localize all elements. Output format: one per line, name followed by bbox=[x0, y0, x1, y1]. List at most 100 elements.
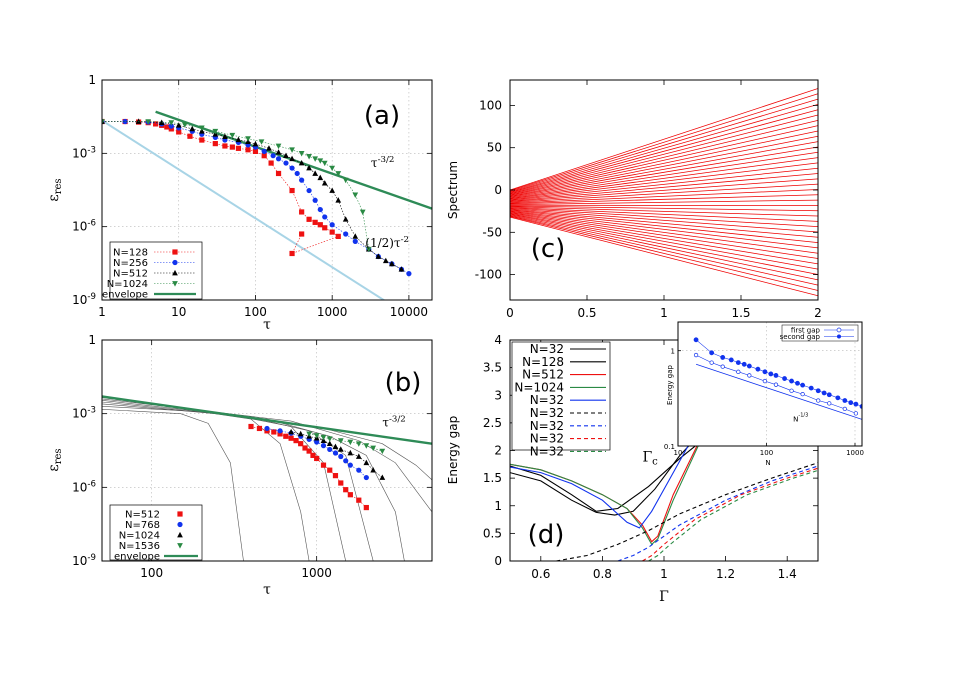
point-0-6 bbox=[773, 382, 779, 387]
point-0-2 bbox=[720, 364, 725, 369]
legend-label-3: N=1536 bbox=[119, 541, 160, 552]
ytick-label-2: 1 bbox=[494, 499, 502, 513]
spectrum-level-20 bbox=[510, 189, 818, 204]
panel-c: 0 0.5 1 1.5 2 100 50 0 -50 -100 (c) Spectrum bbox=[446, 79, 822, 320]
point-1-9 bbox=[338, 453, 344, 460]
ytick-label-1: 10-3 bbox=[72, 406, 96, 421]
point-0-27 bbox=[335, 233, 341, 239]
annotation-1: (1/2)τ-2 bbox=[365, 235, 409, 250]
point-2-20 bbox=[329, 187, 336, 193]
panel-a-plot bbox=[102, 110, 432, 300]
panel-c-plot bbox=[510, 88, 818, 297]
inset-plot bbox=[693, 337, 862, 420]
spectrum-level-29 bbox=[510, 141, 818, 198]
point-1-16 bbox=[815, 388, 821, 394]
spectrum-level-25 bbox=[510, 162, 818, 201]
legend-marker-1 bbox=[172, 259, 178, 266]
point-3-2 bbox=[320, 434, 327, 441]
spectrum-level-10 bbox=[510, 209, 818, 243]
panel-c-ylabel: Spectrum bbox=[446, 161, 460, 219]
panel-b-annotations: τ-3/2 bbox=[382, 415, 405, 430]
spectrum-level-32 bbox=[510, 125, 818, 196]
point-1-14 bbox=[800, 382, 806, 388]
point-0-29 bbox=[299, 231, 305, 237]
point-0-19 bbox=[275, 170, 282, 177]
spectrum-level-21 bbox=[510, 183, 818, 203]
point-0-0 bbox=[693, 352, 699, 358]
point-3-20 bbox=[359, 209, 366, 216]
legend-marker-1 bbox=[177, 521, 183, 528]
point-1-4 bbox=[168, 123, 174, 129]
panel-b: 100 1000 1 10-3 10-6 10-9 (b) τ εres τ-3/2 N=… bbox=[46, 333, 433, 598]
point-0-5 bbox=[762, 378, 768, 384]
point-3-10 bbox=[289, 147, 295, 153]
point-3-7 bbox=[363, 443, 370, 449]
point-2-17 bbox=[312, 170, 319, 176]
inset-frame bbox=[677, 321, 863, 447]
xtick-label-0: 100 bbox=[140, 566, 163, 580]
spectrum-level-22 bbox=[510, 178, 818, 203]
point-0-9 bbox=[302, 445, 308, 451]
point-2-1 bbox=[297, 430, 304, 437]
point-1-26 bbox=[352, 238, 358, 244]
point-3-2 bbox=[168, 120, 175, 126]
point-2-11 bbox=[266, 145, 272, 151]
xtick-label-2: 100 bbox=[244, 305, 267, 319]
ytick-label-1: 50 bbox=[487, 141, 502, 155]
spectrum-level-24 bbox=[510, 167, 818, 201]
point-0-17 bbox=[261, 153, 267, 159]
spectrum-level-36 bbox=[510, 104, 818, 193]
xtick-label-0: 1 bbox=[98, 305, 106, 319]
point-3-8 bbox=[370, 445, 377, 452]
spectrum-level-18 bbox=[510, 199, 818, 205]
point-0-16 bbox=[252, 148, 259, 154]
ytick-label-5: 2.5 bbox=[483, 416, 502, 430]
point-2-8 bbox=[235, 136, 242, 143]
point-3-5 bbox=[347, 439, 354, 446]
point-1-13 bbox=[795, 380, 800, 386]
point-3-4 bbox=[337, 438, 344, 444]
legend-label-2: N=512 bbox=[113, 269, 148, 280]
legend-label-3: N=1024 bbox=[514, 380, 564, 394]
xtick-label-1: 0.5 bbox=[577, 306, 596, 320]
point-0-6 bbox=[164, 124, 170, 130]
point-1-9 bbox=[768, 371, 774, 377]
point-3-12 bbox=[306, 154, 312, 160]
inset-ylabel: Energy gap bbox=[666, 364, 674, 404]
point-1-1 bbox=[122, 118, 128, 125]
point-1-24 bbox=[329, 222, 335, 228]
legend-marker-1 bbox=[837, 334, 841, 339]
spectrum-level-3 bbox=[510, 214, 818, 281]
spectrum-level-13 bbox=[510, 207, 818, 228]
xtick-label-1: 10 bbox=[171, 305, 186, 319]
panel-c-ticks: 0 0.5 1 1.5 2 100 50 0 -50 -100 bbox=[475, 80, 822, 320]
annotation-0: τ-3/2 bbox=[371, 155, 394, 170]
series-line-5 bbox=[102, 119, 386, 300]
legend-box bbox=[109, 241, 203, 300]
panel-b-ticks: 100 1000 1 10-3 10-6 10-9 bbox=[72, 333, 432, 580]
point-3-6 bbox=[355, 441, 362, 447]
point-1-6 bbox=[320, 443, 327, 449]
xtick-label-0: 0.6 bbox=[531, 567, 550, 581]
spectrum-level-35 bbox=[510, 109, 818, 194]
point-3-9 bbox=[379, 448, 386, 455]
panel-b-label: (b) bbox=[385, 368, 422, 398]
gap-curve-8 bbox=[648, 469, 818, 561]
point-3-7 bbox=[245, 136, 251, 142]
panel-a-xlabel: τ bbox=[263, 317, 271, 333]
point-0-8 bbox=[298, 441, 304, 447]
point-1-20 bbox=[306, 187, 312, 194]
point-3-21 bbox=[365, 246, 372, 253]
point-1-19 bbox=[835, 395, 841, 401]
panel-d-annotations: Γc bbox=[642, 450, 658, 468]
ytick-label-8: 4 bbox=[494, 333, 502, 347]
point-0-24 bbox=[317, 222, 323, 228]
point-2-10 bbox=[252, 140, 259, 147]
legend-label-2: N=512 bbox=[522, 368, 564, 382]
point-2-7 bbox=[337, 446, 344, 452]
xtick-label-4: 10000 bbox=[390, 305, 428, 319]
point-0-12 bbox=[222, 143, 228, 149]
panel-b-xlabel: τ bbox=[263, 582, 271, 598]
panel-b-plot bbox=[102, 395, 432, 561]
